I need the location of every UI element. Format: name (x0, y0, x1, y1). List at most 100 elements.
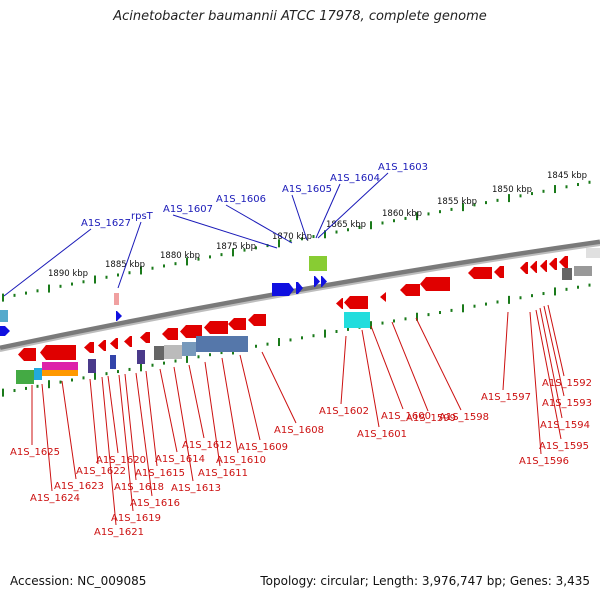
tick-mark (59, 284, 62, 288)
tick-mark (36, 289, 39, 293)
reverse-gene-label[interactable]: A1S_1621 (94, 527, 144, 538)
feature-block (196, 336, 248, 352)
tick-mark (82, 376, 85, 380)
forward-gene-label[interactable]: rpsT (131, 211, 154, 222)
reverse-gene-label[interactable]: A1S_1602 (319, 406, 369, 417)
tick-mark (531, 294, 533, 298)
tick-mark (404, 317, 407, 321)
gene-arrow[interactable] (84, 342, 94, 353)
gene-arrow[interactable] (549, 258, 557, 270)
gene-arrow[interactable] (228, 318, 246, 330)
reverse-gene-label[interactable]: A1S_1600 (381, 411, 431, 422)
reverse-gene-label[interactable]: A1S_1624 (30, 493, 80, 504)
reverse-gene-label[interactable]: A1S_1599 (406, 413, 456, 424)
gene-arrow[interactable] (204, 321, 228, 334)
gene-arrow[interactable] (494, 266, 504, 278)
leader-line (547, 304, 565, 377)
gene-arrow[interactable] (344, 296, 368, 309)
reverse-gene-label[interactable]: A1S_1592 (542, 378, 592, 389)
leader-line (535, 309, 562, 440)
kbp-label: 1855 kbp (437, 197, 477, 207)
gene-arrow[interactable] (400, 284, 420, 296)
feature-block (164, 345, 182, 359)
reverse-gene-label[interactable]: A1S_1594 (540, 420, 590, 431)
feature-block (574, 266, 592, 276)
tick-mark (209, 255, 211, 259)
reverse-gene-label[interactable]: A1S_1610 (216, 455, 266, 466)
forward-gene-label[interactable]: A1S_1606 (216, 194, 266, 205)
tick-mark (588, 283, 591, 287)
gene-arrow[interactable] (540, 260, 547, 272)
reverse-gene-label[interactable]: A1S_1619 (111, 513, 161, 524)
gene-arrow[interactable] (530, 261, 537, 273)
gene-arrow[interactable] (321, 276, 327, 287)
gene-arrow[interactable] (0, 326, 10, 336)
reverse-gene-label[interactable]: A1S_1614 (155, 454, 205, 465)
reverse-gene-label[interactable]: A1S_1611 (198, 468, 248, 479)
leader-line (543, 305, 565, 397)
leader-line (135, 372, 153, 497)
gene-arrow[interactable] (272, 283, 294, 296)
tick-mark (197, 355, 200, 359)
reverse-gene-label[interactable]: A1S_1596 (519, 456, 569, 467)
reverse-gene-label[interactable]: A1S_1616 (130, 498, 180, 509)
gene-arrow[interactable] (98, 340, 106, 351)
gene-arrow[interactable] (110, 338, 118, 349)
reverse-gene-label[interactable]: A1S_1593 (542, 398, 592, 409)
tick-mark (473, 203, 476, 207)
tick-mark (255, 344, 257, 348)
footer-accession: Accession: NC_009085 (10, 574, 147, 588)
tick-mark (140, 363, 142, 372)
leader-line (261, 351, 297, 424)
gene-arrow[interactable] (336, 298, 343, 309)
forward-gene-label[interactable]: A1S_1627 (81, 218, 131, 229)
tick-mark (266, 342, 269, 346)
tick-mark (151, 266, 154, 270)
gene-arrow[interactable] (420, 277, 450, 291)
gene-arrow[interactable] (468, 267, 492, 279)
reverse-gene-label[interactable]: A1S_1598 (439, 412, 489, 423)
gene-arrow[interactable] (140, 332, 150, 343)
gene-arrow[interactable] (559, 256, 568, 268)
gene-arrow[interactable] (248, 314, 266, 326)
tick-mark (416, 212, 418, 221)
label-leader-lines (3, 172, 565, 526)
gene-arrow[interactable] (520, 262, 528, 274)
reverse-gene-label[interactable]: A1S_1608 (274, 425, 324, 436)
tick-mark (94, 371, 96, 380)
reverse-gene-label[interactable]: A1S_1609 (238, 442, 288, 453)
gene-arrow[interactable] (162, 328, 178, 340)
reverse-gene-label[interactable]: A1S_1622 (76, 466, 126, 477)
reverse-gene-label[interactable]: A1S_1601 (357, 429, 407, 440)
tick-mark (335, 230, 338, 234)
reverse-gene-label[interactable]: A1S_1625 (10, 447, 60, 458)
gene-arrow[interactable] (180, 325, 202, 338)
tick-mark (462, 203, 464, 212)
gene-arrow[interactable] (116, 311, 122, 321)
gene-arrow[interactable] (18, 348, 36, 361)
reverse-gene-label[interactable]: A1S_1597 (481, 392, 531, 403)
gene-arrow[interactable] (124, 336, 132, 347)
leader-line (315, 183, 341, 239)
reverse-gene-label[interactable]: A1S_1613 (171, 483, 221, 494)
feature-block (114, 293, 119, 305)
tick-mark (577, 285, 579, 289)
tick-mark (324, 329, 326, 338)
gene-arrow[interactable] (296, 282, 303, 294)
tick-mark (427, 212, 430, 216)
forward-gene-label[interactable]: A1S_1607 (163, 204, 213, 215)
gene-arrow[interactable] (40, 345, 76, 360)
gene-arrow[interactable] (314, 276, 320, 287)
forward-gene-label[interactable]: A1S_1604 (330, 173, 380, 184)
reverse-gene-label[interactable]: A1S_1620 (96, 455, 146, 466)
gene-arrow[interactable] (380, 292, 386, 302)
reverse-gene-label[interactable]: A1S_1595 (539, 441, 589, 452)
reverse-gene-label[interactable]: A1S_1612 (182, 440, 232, 451)
forward-gene-label[interactable]: A1S_1605 (282, 184, 332, 195)
reverse-gene-label[interactable]: A1S_1618 (114, 482, 164, 493)
forward-gene-label[interactable]: A1S_1603 (378, 162, 428, 173)
reverse-gene-label[interactable]: A1S_1615 (135, 468, 185, 479)
tick-mark (232, 248, 234, 257)
reverse-gene-label[interactable]: A1S_1623 (54, 481, 104, 492)
